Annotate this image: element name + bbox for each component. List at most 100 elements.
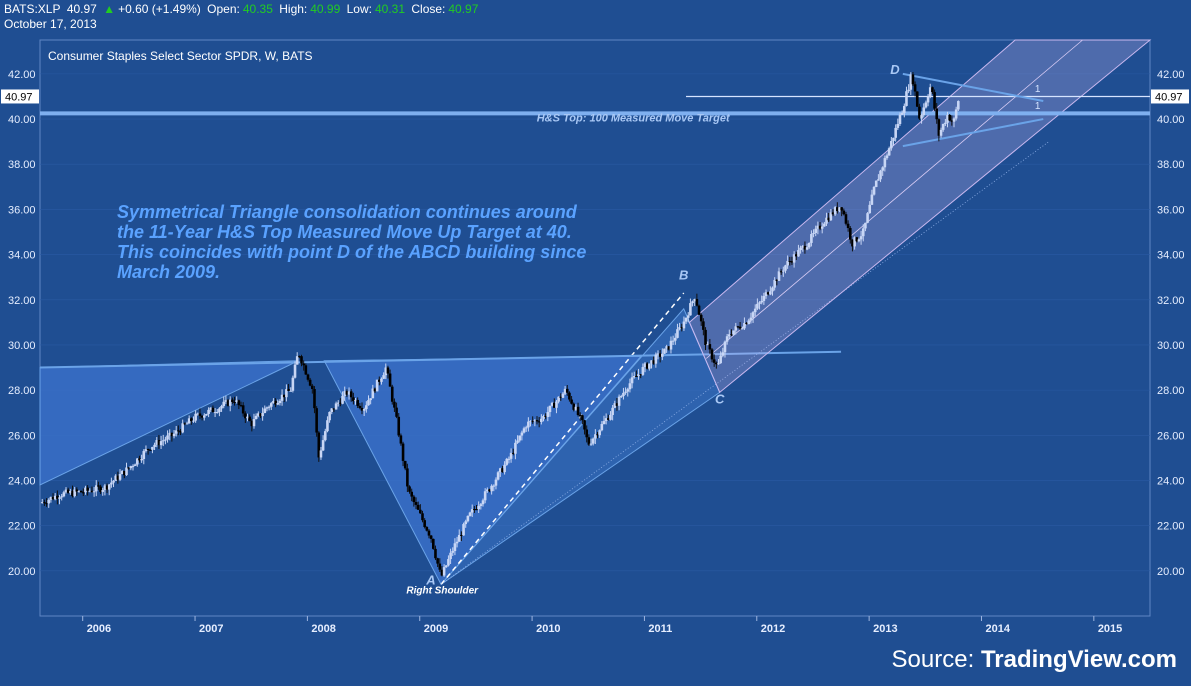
last-price-box xyxy=(1151,89,1189,104)
candle-body xyxy=(75,489,79,492)
candle-body xyxy=(97,485,100,487)
candle-body xyxy=(224,400,228,402)
candle-body xyxy=(652,360,655,364)
candle-body xyxy=(550,402,554,406)
candle-body xyxy=(769,291,772,295)
candle-body xyxy=(702,321,705,330)
x-axis: 2006 2007 2008 2009 2010 2011 2012 2013 2014 2015 xyxy=(82,616,1122,635)
candle-body xyxy=(250,420,254,427)
candle-body xyxy=(650,360,653,364)
y-tick-label: 42.00 xyxy=(1157,69,1185,81)
candle-body xyxy=(451,551,455,553)
candle-body xyxy=(591,438,595,444)
candlestick-series xyxy=(40,72,960,577)
candle-body xyxy=(207,409,210,414)
candle-body xyxy=(565,388,569,393)
symbol-label[interactable]: BATS:XLP xyxy=(4,2,61,16)
y-tick-label: 26.00 xyxy=(8,430,36,442)
candle-body xyxy=(159,441,163,446)
candle-body xyxy=(157,440,161,446)
candle-body xyxy=(425,527,429,531)
candle-body xyxy=(697,305,701,315)
candle-body xyxy=(807,242,811,248)
candle-body xyxy=(144,449,148,452)
y-tick-label: 36.00 xyxy=(1157,204,1185,216)
candle-body xyxy=(648,363,651,369)
candle-body xyxy=(639,374,643,376)
candle-body xyxy=(818,225,822,229)
candle-body xyxy=(589,443,593,445)
y-tick-label: 34.00 xyxy=(1157,250,1185,262)
candle-body xyxy=(62,492,66,497)
candle-body xyxy=(367,400,370,406)
candle-body xyxy=(730,334,733,336)
quote-date: October 17, 2013 xyxy=(4,17,97,31)
candle-body xyxy=(792,254,796,263)
candle-body xyxy=(596,434,599,436)
candle-body xyxy=(782,270,785,272)
candle-body xyxy=(676,329,679,338)
triangle-upper-line xyxy=(902,72,1044,102)
last-price-box xyxy=(1,89,39,104)
candle-body xyxy=(462,524,465,536)
candle-body xyxy=(408,486,411,492)
candle-body xyxy=(447,559,450,566)
candle-body xyxy=(673,337,677,341)
candle-body xyxy=(358,405,362,408)
candle-body xyxy=(120,470,124,475)
candle-body xyxy=(155,440,159,445)
candle-body xyxy=(799,247,802,251)
candle-body xyxy=(481,500,485,505)
x-tick-label: 2008 xyxy=(311,623,335,635)
candle-body xyxy=(486,489,489,492)
candle-body xyxy=(732,330,735,335)
candle-body xyxy=(833,207,837,215)
candle-body xyxy=(179,431,182,433)
y-tick-label: 40.00 xyxy=(8,114,36,126)
candle-body xyxy=(684,317,688,322)
y-tick-label: 26.00 xyxy=(1157,430,1185,442)
analysis-note: Symmetrical Triangle consolidation conti… xyxy=(117,202,586,282)
candle-body xyxy=(511,452,515,454)
candle-body xyxy=(736,326,740,328)
candle-body xyxy=(442,567,446,576)
candle-body xyxy=(619,396,623,398)
candle-body xyxy=(205,413,208,416)
candle-body xyxy=(211,407,215,413)
candle-body xyxy=(721,352,725,356)
candle-body xyxy=(514,442,517,454)
candle-body xyxy=(797,250,800,257)
y-tick-label: 20.00 xyxy=(1157,566,1185,578)
candle-body xyxy=(473,509,476,511)
candle-body xyxy=(622,392,625,397)
candle-body xyxy=(581,415,584,421)
candle-body xyxy=(220,406,223,409)
candle-body xyxy=(60,496,63,498)
open-label: Open: xyxy=(207,2,240,16)
candle-body xyxy=(231,399,234,402)
x-tick-label: 2006 xyxy=(87,623,111,635)
candle-body xyxy=(244,413,247,419)
candle-body xyxy=(323,431,327,441)
candle-body xyxy=(369,398,372,401)
candle-body xyxy=(745,322,748,325)
candle-body xyxy=(933,92,936,109)
candle-body xyxy=(377,379,381,382)
candle-body xyxy=(390,386,394,402)
candle-body xyxy=(233,401,236,403)
y-tick-label: 24.00 xyxy=(1157,475,1185,487)
price-change: +0.60 (+1.49%) xyxy=(118,2,201,16)
candle-body xyxy=(466,515,470,522)
candle-body xyxy=(161,440,165,442)
candle-body xyxy=(801,245,805,248)
candle-body xyxy=(166,435,169,440)
candle-body xyxy=(362,409,366,411)
source-name[interactable]: TradingView.com xyxy=(980,646,1177,673)
x-tick-label: 2011 xyxy=(648,623,672,635)
candle-body xyxy=(356,399,359,406)
candle-body xyxy=(222,401,226,407)
technical-drawings[interactable] xyxy=(39,39,1152,586)
candle-body xyxy=(94,485,98,492)
candle-body xyxy=(766,292,770,295)
